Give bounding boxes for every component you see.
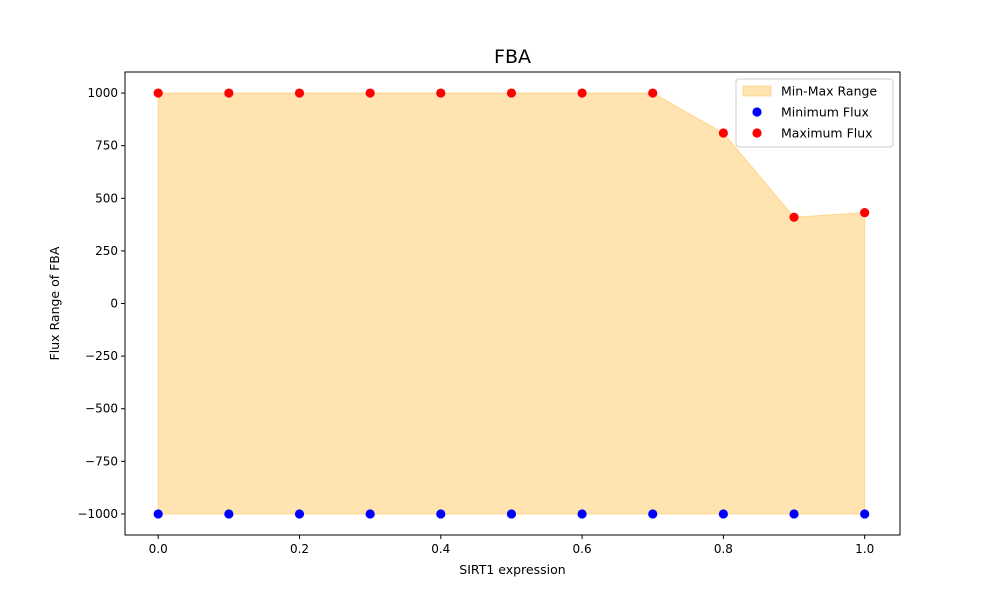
maximum-flux-point [294,88,305,98]
maximum-flux-point [506,88,517,98]
maximum-flux-point [860,207,870,218]
legend-label-maximum-flux: Maximum Flux [781,126,873,141]
legend-swatch-minimum-flux [752,107,762,117]
x-tick-label: 1.0 [855,542,874,556]
maximum-flux-point [224,88,234,98]
minimum-flux-point [365,509,375,519]
legend-label-minimum-flux: Minimum Flux [781,105,869,120]
minimum-flux-point [224,509,234,519]
plot-area [153,88,870,519]
x-tick-label: 0.6 [573,542,592,556]
y-tick-label: 1000 [87,86,118,100]
x-tick-label: 0.4 [431,542,450,556]
legend: Min-Max Range Minimum Flux Maximum Flux [735,78,894,148]
chart-title: FBA [494,46,531,68]
minimum-flux-point [718,509,728,519]
minimum-flux-point [789,509,799,519]
maximum-flux-point [718,128,728,138]
minimum-flux-point [436,509,446,519]
y-tick-label: 500 [95,191,118,205]
y-tick-label: −500 [85,402,118,416]
y-tick-label: −250 [85,349,118,363]
x-axis-label: SIRT1 expression [459,562,565,577]
x-tick-label: 0.0 [149,542,168,556]
legend-box [735,78,894,148]
y-tick-label: −1000 [77,507,118,521]
minimum-flux-point [294,509,305,519]
maximum-flux-point [789,212,799,222]
y-axis-label: Flux Range of FBA [47,246,62,360]
y-tick-label: 0 [110,297,118,311]
y-tick-label: 750 [95,139,118,153]
legend-swatch-min-max-range [742,85,772,97]
minimum-flux-point [506,509,517,519]
legend-swatch-maximum-flux [752,128,762,138]
maximum-flux-point [648,88,658,98]
maximum-flux-point [436,88,446,98]
minimum-flux-point [860,509,870,519]
x-tick-label: 0.8 [714,542,733,556]
y-tick-label: −750 [85,454,118,468]
maximum-flux-point [365,88,375,98]
minimum-flux-point [153,509,163,519]
maximum-flux-point [153,88,163,98]
y-tick-label: 250 [95,244,118,258]
x-tick-label: 0.2 [290,542,309,556]
min-max-range-area [157,92,866,515]
minimum-flux-point [577,509,587,519]
legend-label-min-max-range: Min-Max Range [781,84,877,99]
maximum-flux-point [577,88,587,98]
axes: 0.0 0.2 0.4 0.6 0.8 1.0 −1000 −750 −500 −250 0 250 5… [77,71,901,556]
minimum-flux-point [648,509,658,519]
